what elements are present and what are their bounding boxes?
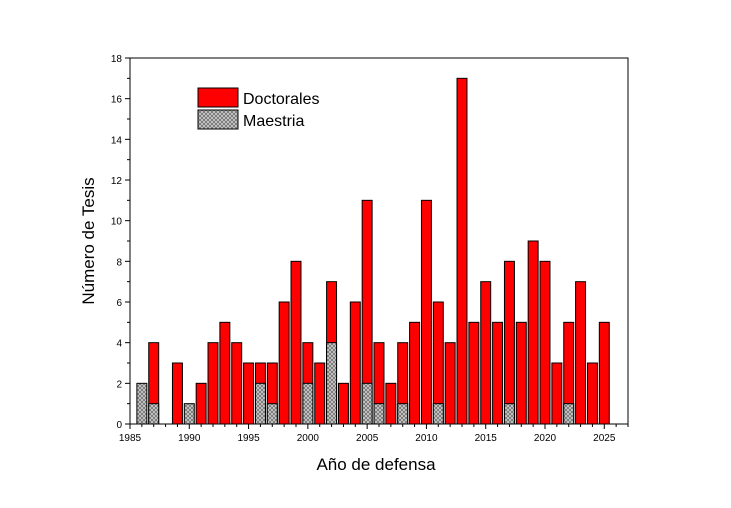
x-axis-title: Año de defensa — [316, 455, 436, 474]
y-axis: 0 2 4 6 8 10 12 14 16 18 — [111, 54, 130, 431]
y-tick-label-18: 18 — [111, 54, 123, 65]
bar-doctorales-1994 — [231, 342, 243, 425]
x-tick-label-1990: 1990 — [178, 433, 201, 444]
bar-doctorales-1991 — [195, 382, 207, 425]
bar-maestria-2022 — [563, 403, 575, 425]
y-tick-label-8: 8 — [116, 257, 122, 268]
bar-doctorales-1995 — [243, 362, 255, 425]
bar-doctorales-1999 — [290, 260, 302, 425]
x-tick-label-2020: 2020 — [534, 433, 557, 444]
bar-doctorales-1998 — [278, 301, 290, 425]
bar-doctorales-2025 — [598, 321, 610, 425]
bar-doctorales-2017 — [503, 260, 515, 425]
bar-maestria-1986 — [136, 382, 148, 425]
x-tick-label-2005: 2005 — [356, 433, 379, 444]
bar-maestria-2006 — [373, 403, 385, 425]
bar-maestria-2008 — [397, 403, 409, 425]
bar-maestria-1997 — [266, 403, 278, 425]
x-tick-label-2015: 2015 — [475, 433, 498, 444]
y-tick-label-6: 6 — [116, 298, 122, 309]
bar-doctorales-2001 — [314, 362, 326, 425]
bar-doctorales-1989 — [171, 362, 183, 425]
x-tick-label-2025: 2025 — [593, 433, 616, 444]
bar-doctorales-2010 — [420, 199, 432, 425]
bar-maestria-2002 — [326, 342, 338, 425]
bar-doctorales-2004 — [349, 301, 361, 425]
bar-doctorales-2014 — [468, 321, 480, 425]
bar-maestria-2000 — [302, 382, 314, 425]
bar-doctorales-2018 — [515, 321, 527, 425]
legend-swatch-doctorales — [197, 87, 239, 108]
x-axis: 1985 1990 1995 2000 2005 2010 2015 2020 2025 — [119, 424, 629, 444]
bar-doctorales-2015 — [480, 281, 492, 425]
bar-doctorales-2012 — [444, 342, 456, 425]
x-tick-label-1995: 1995 — [237, 433, 260, 444]
bar-doctorales-2024 — [586, 362, 598, 425]
bar-doctorales-2020 — [539, 260, 551, 425]
y-tick-label-10: 10 — [111, 217, 123, 228]
y-axis-title: Número de Tesis — [79, 177, 98, 304]
legend-swatch-maestria — [197, 109, 239, 130]
bar-maestria-2005 — [361, 382, 373, 425]
bars-layer — [136, 77, 610, 425]
y-tick-label-12: 12 — [111, 176, 123, 187]
bar-doctorales-2016 — [492, 321, 504, 425]
bar-doctorales-2021 — [551, 362, 563, 425]
x-tick-label-1985: 1985 — [119, 433, 142, 444]
bar-doctorales-2023 — [575, 281, 587, 425]
bar-doctorales-2007 — [385, 382, 397, 425]
x-tick-label-2010: 2010 — [415, 433, 438, 444]
y-tick-label-2: 2 — [116, 379, 122, 390]
x-tick-label-2000: 2000 — [297, 433, 320, 444]
y-tick-label-16: 16 — [111, 95, 123, 106]
bar-doctorales-2009 — [409, 321, 421, 425]
bar-maestria-1990 — [183, 403, 195, 425]
bar-maestria-2011 — [432, 403, 444, 425]
y-tick-label-14: 14 — [111, 135, 123, 146]
bar-doctorales-2019 — [527, 240, 539, 425]
bar-doctorales-1992 — [207, 342, 219, 425]
legend: Doctorales Maestria — [197, 87, 319, 130]
y-tick-label-4: 4 — [116, 339, 122, 350]
legend-label-doctorales: Doctorales — [243, 91, 319, 108]
bar-maestria-1996 — [254, 382, 266, 425]
bar-maestria-2017 — [503, 403, 515, 425]
y-tick-label-0: 0 — [116, 420, 122, 431]
legend-label-maestria: Maestria — [243, 113, 304, 130]
bar-maestria-1987 — [148, 403, 160, 425]
bar-doctorales-2003 — [337, 382, 349, 425]
bar-doctorales-1993 — [219, 321, 231, 425]
bar-doctorales-2013 — [456, 77, 468, 425]
